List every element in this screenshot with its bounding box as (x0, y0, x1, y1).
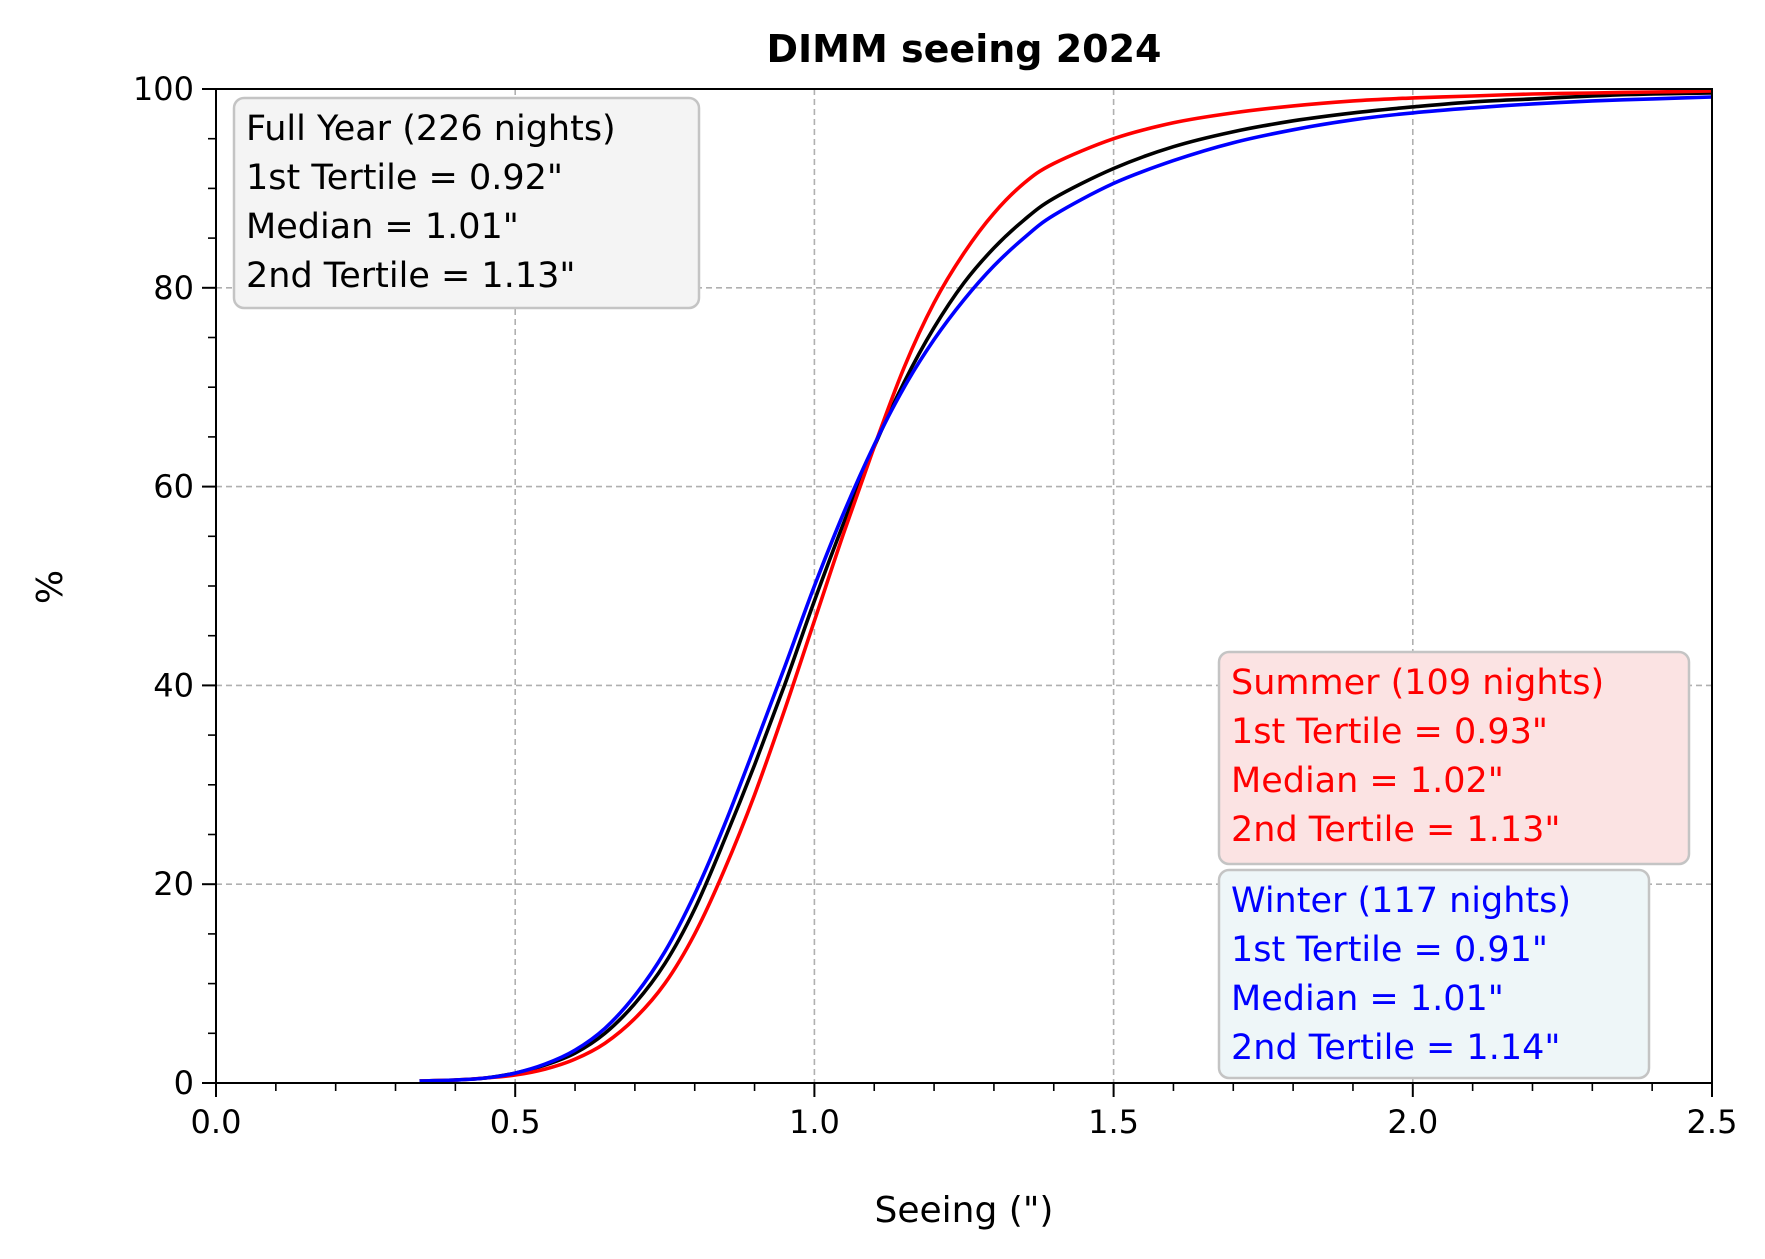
y-tick-label: 100 (133, 70, 194, 108)
annotation-box-winter: Winter (117 nights) 1st Tertile = 0.91" Me… (1217, 868, 1651, 1080)
y-tick-label: 20 (153, 865, 194, 903)
annotation-box-background (1217, 650, 1691, 866)
annotation-line: Median = 1.02" (1231, 761, 1504, 801)
annotation-line: Median = 1.01" (246, 207, 519, 247)
x-axis-label: Seeing (") (875, 1190, 1054, 1231)
y-tick-label: 0 (174, 1064, 194, 1102)
annotation-line: 2nd Tertile = 1.13" (1231, 810, 1560, 850)
y-tick-label: 40 (153, 666, 194, 704)
x-tick-label: 1.0 (789, 1103, 840, 1141)
y-tick-label: 60 (153, 468, 194, 506)
annotation-line: Median = 1.01" (1231, 979, 1504, 1019)
annotation-line: 1st Tertile = 0.93" (1231, 712, 1548, 752)
x-tick-label: 0.0 (191, 1103, 242, 1141)
annotation-line: 1st Tertile = 0.91" (1231, 930, 1548, 970)
annotation-box-background (1217, 868, 1651, 1080)
annotations: Full Year (226 nights) 1st Tertile = 0.92… (232, 96, 1691, 1080)
annotation-box-summer: Summer (109 nights) 1st Tertile = 0.93" Me… (1217, 650, 1691, 866)
y-axis-label: % (30, 570, 71, 604)
chart-title: DIMM seeing 2024 (767, 27, 1162, 71)
x-tick-label: 1.5 (1088, 1103, 1139, 1141)
annotation-line: Summer (109 nights) (1231, 663, 1604, 703)
x-tick-label: 2.5 (1687, 1103, 1738, 1141)
series-line-summer (419, 89, 1713, 1083)
x-tick-label: 2.0 (1387, 1103, 1438, 1141)
annotation-line: 2nd Tertile = 1.13" (246, 256, 575, 296)
series-lines (419, 89, 1713, 1083)
axis-ticks: 0.0 0.5 1.0 1.5 2.0 2.5 0 20 40 60 80 100 (133, 70, 1738, 1141)
series-line-winter (419, 95, 1713, 1083)
annotation-line: Full Year (226 nights) (246, 109, 616, 149)
y-tick-label: 80 (153, 269, 194, 307)
annotation-box-background (232, 96, 701, 310)
annotation-line: 1st Tertile = 0.92" (246, 158, 563, 198)
x-tick-label: 0.5 (490, 1103, 541, 1141)
annotation-line: Winter (117 nights) (1231, 881, 1571, 921)
annotation-line: 2nd Tertile = 1.14" (1231, 1028, 1560, 1068)
annotation-box-full-year: Full Year (226 nights) 1st Tertile = 0.92… (232, 96, 701, 310)
